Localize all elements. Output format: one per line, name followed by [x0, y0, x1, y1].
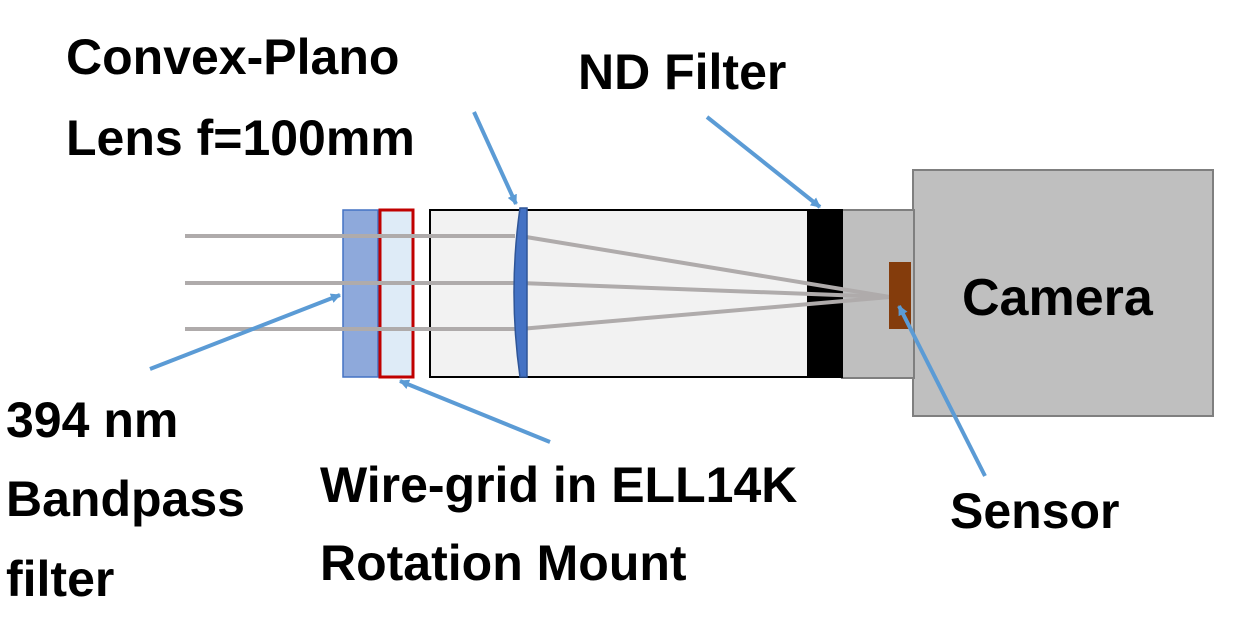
camera-label: Camera	[962, 269, 1153, 327]
lens-callout-arrow	[472, 111, 518, 205]
lens-label-line2: Lens f=100mm	[66, 110, 415, 166]
nd-filter-callout-arrow	[705, 115, 822, 209]
camera-body	[912, 169, 1214, 417]
light-rays	[185, 234, 891, 331]
callout-arrows	[149, 111, 987, 477]
ray-upper-converging	[519, 234, 891, 299]
wiregrid-label-line2: Rotation Mount	[320, 535, 687, 591]
ray-lower-converging	[519, 295, 891, 331]
ray-middle-converging	[519, 281, 891, 299]
bandpass-label-line1: 394 nm	[6, 392, 179, 448]
wiregrid-label-line1: Wire-grid in ELL14K	[320, 457, 798, 513]
bandpass-label-line3: filter	[6, 551, 115, 607]
bandpass-label-line2: Bandpass	[6, 471, 245, 527]
nd-filter-label: ND Filter	[578, 44, 787, 100]
sensor-callout-arrow	[897, 305, 987, 477]
wiregrid-callout-arrow	[399, 379, 551, 444]
bandpass-callout-arrow	[149, 293, 341, 371]
lens-label-line1: Convex-Plano	[66, 29, 400, 85]
sensor-label: Sensor	[950, 483, 1120, 539]
convex-plano-lens	[513, 207, 528, 378]
